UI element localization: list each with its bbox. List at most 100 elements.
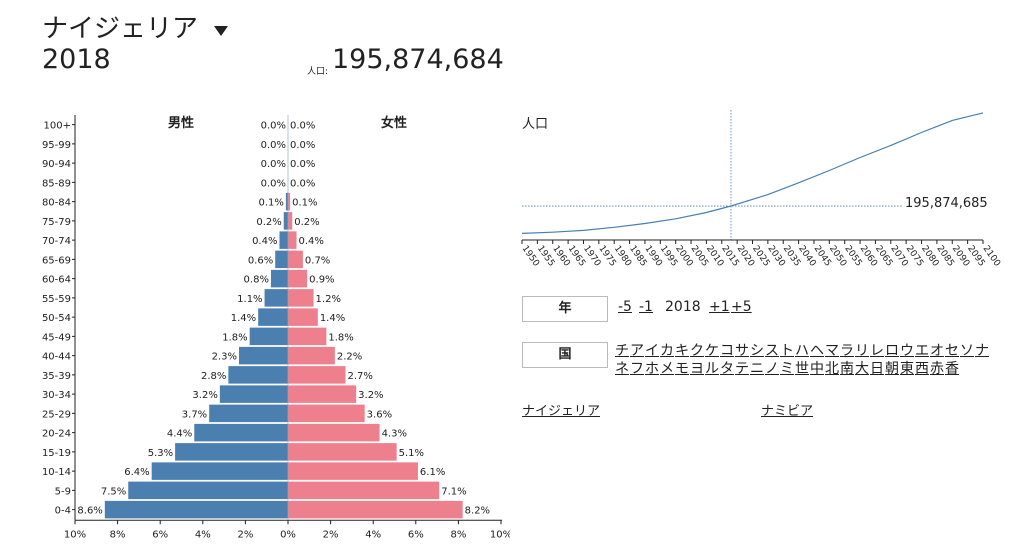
country-dropdown-caret-icon[interactable]: [214, 26, 228, 36]
kana-index-link[interactable]: ナ: [975, 343, 989, 359]
male-data-label: 1.1%: [237, 294, 262, 305]
female-bar: [288, 500, 463, 519]
kana-index-link[interactable]: 日: [870, 361, 884, 377]
kana-index-link[interactable]: シ: [750, 343, 764, 359]
kana-index-link[interactable]: ネ: [615, 361, 629, 377]
x-tick-label: 4%: [195, 529, 211, 540]
kana-index-link[interactable]: 赤: [930, 361, 944, 377]
kana-index-link[interactable]: ク: [690, 343, 704, 359]
female-data-label: 0.0%: [290, 121, 315, 132]
kana-index-link[interactable]: 西: [915, 361, 929, 377]
kana-index-link[interactable]: オ: [930, 343, 944, 359]
kana-index-link[interactable]: 中: [810, 361, 824, 377]
x-tick-label: 8%: [110, 529, 126, 540]
male-bar: [264, 289, 288, 307]
kana-index-link[interactable]: 南: [840, 361, 854, 377]
kana-index-link[interactable]: ケ: [705, 343, 719, 359]
x-tick-label: 0%: [280, 529, 296, 540]
kana-index-link[interactable]: チ: [615, 343, 629, 359]
country-link-namibia[interactable]: ナミビア: [761, 404, 814, 419]
kana-index-link[interactable]: 東: [900, 361, 914, 377]
male-bar: [194, 423, 288, 442]
kana-index-link[interactable]: セ: [945, 343, 959, 359]
male-bar: [283, 212, 288, 230]
kana-index-link[interactable]: 朝: [885, 361, 899, 377]
female-data-label: 3.2%: [358, 390, 383, 401]
kana-index-link[interactable]: ソ: [960, 343, 974, 359]
kana-index-link[interactable]: エ: [915, 343, 929, 359]
kana-index-link[interactable]: ヘ: [810, 343, 824, 359]
kana-index-link[interactable]: リ: [855, 343, 869, 359]
country-title: ナイジェリア: [42, 14, 199, 44]
kana-index-link[interactable]: ヨ: [690, 361, 704, 377]
kana-index-link[interactable]: カ: [660, 343, 674, 359]
kana-index-link[interactable]: テ: [735, 361, 749, 377]
kana-index-link[interactable]: ノ: [765, 361, 779, 377]
year-plus5-link[interactable]: +5: [731, 299, 752, 315]
age-tick-label: 80-84: [42, 198, 71, 209]
male-bar: [279, 231, 288, 249]
kana-index-link[interactable]: ホ: [645, 361, 659, 377]
kana-index-link[interactable]: イ: [645, 343, 659, 359]
male-bar: [175, 443, 288, 461]
female-bar: [288, 269, 308, 288]
year-plus1-link[interactable]: +1: [709, 299, 730, 315]
male-data-label: 0.4%: [252, 236, 277, 247]
female-bar: [288, 308, 318, 326]
male-bar: [104, 500, 288, 519]
male-data-label: 5.3%: [148, 448, 173, 459]
age-tick-label: 100+: [44, 121, 71, 132]
kana-index-link[interactable]: 北: [825, 361, 839, 377]
age-tick-label: 60-64: [42, 275, 71, 286]
male-data-label: 0.1%: [258, 198, 283, 209]
age-tick-label: 0-4: [55, 506, 71, 517]
female-data-label: 0.0%: [290, 178, 315, 189]
kana-index-link[interactable]: レ: [870, 343, 884, 359]
kana-index-link[interactable]: ラ: [840, 343, 854, 359]
age-tick-label: 25-29: [42, 409, 71, 420]
kana-index-link[interactable]: フ: [630, 361, 644, 377]
kana-index-link[interactable]: 大: [855, 361, 869, 377]
kana-index-link[interactable]: ハ: [795, 343, 809, 359]
population-pyramid-chart: 男性 女性 0.0% 0.0% 100+ 0.0% 0.0% 95-99 0.0% 0.0% 90-…: [42, 115, 510, 540]
female-data-label: 0.4%: [299, 236, 324, 247]
male-data-label: 0.2%: [256, 217, 281, 228]
male-bar: [151, 462, 288, 480]
kana-index-link[interactable]: 香: [945, 361, 959, 377]
female-data-label: 0.0%: [290, 140, 315, 151]
female-data-label: 8.2%: [465, 506, 490, 517]
kana-index-link[interactable]: ミ: [780, 361, 794, 377]
female-data-label: 2.7%: [348, 371, 373, 382]
kana-index-link[interactable]: コ: [720, 343, 734, 359]
kana-index-link[interactable]: タ: [720, 361, 734, 377]
female-data-label: 0.7%: [305, 255, 330, 266]
male-data-label: 0.0%: [261, 178, 286, 189]
kana-index-link[interactable]: キ: [675, 343, 689, 359]
male-bar: [128, 481, 288, 500]
kana-index-link[interactable]: ア: [630, 343, 644, 359]
kana-index-link[interactable]: ル: [705, 361, 719, 377]
kana-index-link[interactable]: 世: [795, 361, 809, 377]
kana-index-link[interactable]: ト: [780, 343, 794, 359]
kana-index-link[interactable]: モ: [675, 361, 689, 377]
year-minus1-link[interactable]: -1: [639, 299, 653, 315]
male-bar: [258, 308, 288, 326]
kana-index-link[interactable]: ス: [765, 343, 779, 359]
male-header: 男性: [168, 115, 194, 131]
kana-index-link[interactable]: ロ: [885, 343, 899, 359]
age-tick-label: 50-54: [42, 313, 71, 324]
male-data-label: 8.6%: [77, 506, 102, 517]
year-minus5-link[interactable]: -5: [618, 299, 632, 315]
x-tick-label: 6%: [408, 529, 424, 540]
country-link-nigeria[interactable]: ナイジェリア: [522, 404, 601, 419]
x-tick-label: 2%: [323, 529, 339, 540]
female-data-label: 0.0%: [290, 159, 315, 170]
age-tick-label: 85-89: [42, 178, 71, 189]
kana-index-link[interactable]: ニ: [750, 361, 764, 377]
male-data-label: 2.3%: [212, 352, 237, 363]
kana-index-link[interactable]: ウ: [900, 343, 914, 359]
female-bar: [288, 423, 380, 442]
kana-index-link[interactable]: マ: [825, 343, 839, 359]
kana-index-link[interactable]: メ: [660, 361, 674, 377]
kana-index-link[interactable]: サ: [735, 343, 749, 359]
